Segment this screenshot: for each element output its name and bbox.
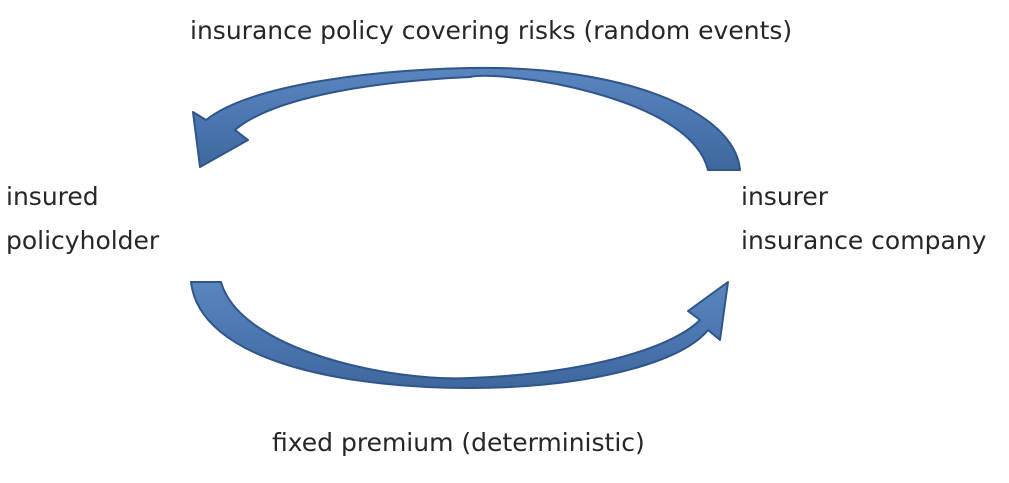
policy-label: insurance policy covering risks (random … [190,16,793,45]
insured-label: insured [6,182,99,211]
policyholder-label: policyholder [6,226,160,255]
insurer-label: insurer [741,182,829,211]
premium-label: fixed premium (deterministic) [272,428,645,457]
premium-arrow [190,281,729,389]
insurance-company-label: insurance company [741,226,987,255]
policy-arrow [192,66,741,171]
